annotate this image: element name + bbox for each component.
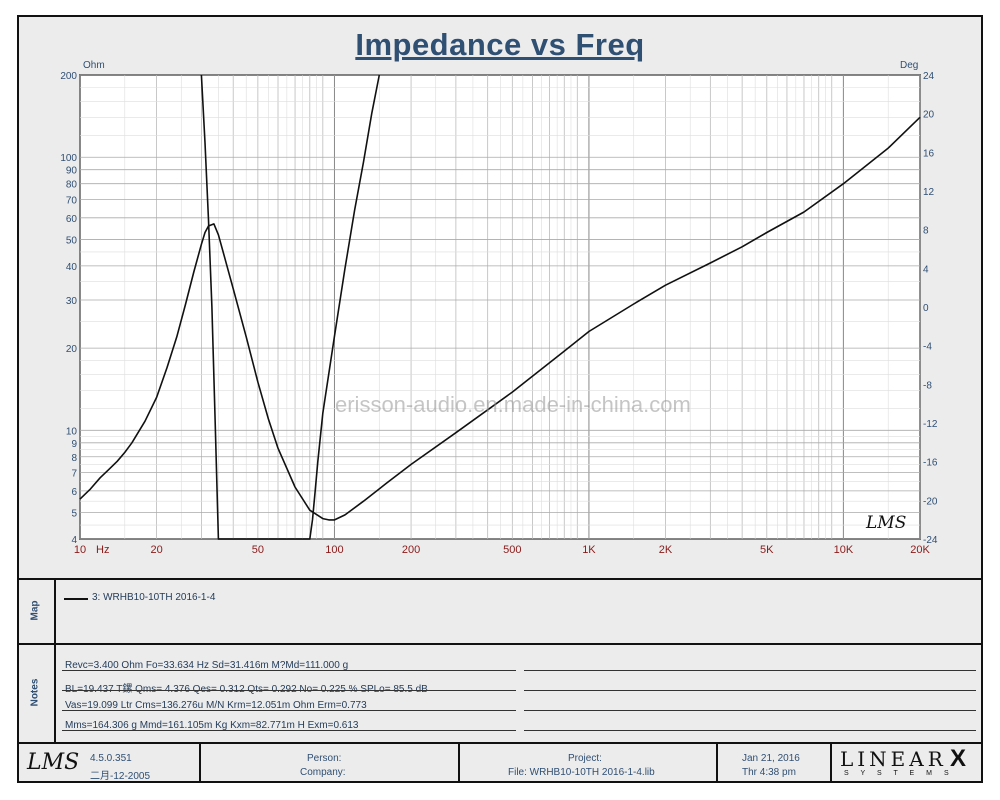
time-text: Thr 4:38 pm	[742, 767, 796, 778]
version-number: 4.5.0.351	[90, 753, 132, 764]
impedance-chart: 10 20 50 100 200 500 1K 2K 5K 10K 20KHz20010090807…	[60, 60, 938, 556]
y-right-tick-label: -8	[923, 380, 932, 391]
date-text: Jan 21, 2016	[742, 753, 800, 764]
y-left-tick-label: 30	[66, 296, 78, 307]
footer-project-cell: Project: File: WRHB10-10TH 2016-1-4.lib	[460, 744, 718, 783]
x-tick-label: 100	[325, 544, 343, 556]
tick-labels: 10 20 50 100 200 500 1K 2K 5K 10K 20KHz20010090807…	[60, 71, 938, 556]
notes-section-label-cell: Notes	[17, 645, 54, 742]
y-right-tick-label: -16	[923, 458, 938, 469]
y-right-tick-label: 0	[923, 303, 929, 314]
x-tick-label: 500	[503, 544, 521, 556]
section-divider	[54, 580, 56, 742]
person-label: Person:	[307, 753, 342, 764]
note-line-4: Mms=164.306 g Mmd=161.105m Kg Kxm=82.771…	[65, 720, 359, 731]
plot-area	[79, 74, 921, 540]
phase-curve	[200, 74, 381, 540]
curves	[79, 74, 921, 540]
y-left-tick-label: 60	[66, 214, 78, 225]
chart-title: Impedance vs Freq	[355, 27, 645, 62]
y-left-tick-label: 100	[60, 153, 77, 164]
y-right-tick-label: 20	[923, 110, 935, 121]
y-right-tick-label: 24	[923, 71, 935, 82]
note-rule	[62, 730, 516, 731]
x-tick-label: 20	[150, 544, 162, 556]
y-left-tick-label: 200	[60, 71, 77, 82]
note-rule	[524, 670, 976, 671]
y-axis-left-label: Ohm	[83, 60, 105, 71]
y-left-tick-label: 4	[71, 535, 77, 546]
note-line-2: BL=19.437 T鏍 Qms= 4.376 Qes= 0.312 Qts= …	[65, 680, 428, 695]
legend-entry: 3: WRHB10-10TH 2016-1-4	[92, 592, 216, 603]
file-label: File: WRHB10-10TH 2016-1-4.lib	[508, 767, 655, 778]
y-left-tick-label: 8	[71, 453, 77, 464]
company-label: Company:	[300, 767, 346, 778]
note-rule	[524, 710, 976, 711]
x-tick-label: 200	[402, 544, 420, 556]
linearx-systems: S Y S T E M S	[844, 770, 954, 777]
footer-date-cell: Jan 21, 2016 Thr 4:38 pm	[718, 744, 832, 783]
y-left-tick-label: 5	[71, 509, 77, 520]
x-tick-label: 20K	[910, 544, 930, 556]
y-right-tick-label: 16	[923, 148, 935, 159]
y-left-tick-label: 6	[71, 487, 77, 498]
note-rule	[62, 670, 516, 671]
separator-map-top	[17, 578, 983, 580]
y-left-tick-label: 20	[66, 344, 78, 355]
footer-brand-cell: LINEAR X S Y S T E M S	[832, 744, 983, 783]
footer-person-cell: Person: Company:	[201, 744, 460, 783]
y-right-tick-label: 4	[923, 264, 929, 275]
note-line-1: Revc=3.400 Ohm Fo=33.634 Hz Sd=31.416m M…	[65, 660, 349, 671]
grid	[79, 74, 921, 540]
map-section-label-cell: Map	[17, 580, 54, 643]
note-rule	[524, 730, 976, 731]
y-axis-right-label: Deg	[900, 60, 918, 71]
note-rule	[62, 710, 516, 711]
x-tick-label: 50	[252, 544, 264, 556]
y-left-tick-label: 70	[66, 196, 78, 207]
y-right-tick-label: -12	[923, 419, 938, 430]
y-left-tick-label: 9	[71, 439, 77, 450]
y-left-tick-label: 10	[66, 426, 78, 437]
separator-notes-top	[17, 643, 983, 645]
footer: LMS 4.5.0.351 二月-12-2005 Person: Company…	[17, 744, 983, 783]
y-right-tick-label: -20	[923, 496, 938, 507]
y-left-tick-label: 50	[66, 235, 78, 246]
y-left-tick-label: 40	[66, 262, 78, 273]
x-tick-label: 1K	[582, 544, 596, 556]
version-date: 二月-12-2005	[90, 771, 151, 782]
notes-section-label: Notes	[29, 678, 41, 707]
y-left-tick-label: 80	[66, 180, 78, 191]
y-right-tick-label: 12	[923, 187, 935, 198]
note-rule	[62, 690, 516, 691]
project-label: Project:	[568, 753, 602, 764]
x-tick-label: 10	[74, 544, 86, 556]
linearx-brand: LINEAR	[840, 747, 947, 771]
y-right-tick-label: 8	[923, 226, 929, 237]
lms-chart-logo: LMS	[865, 513, 906, 533]
x-axis-unit-label: Hz	[96, 544, 109, 556]
lms-footer-logo: LMS	[27, 750, 80, 775]
note-rule	[524, 690, 976, 691]
y-right-tick-label: -24	[923, 535, 938, 546]
x-tick-label: 5K	[760, 544, 774, 556]
separator-footer-top	[17, 742, 983, 744]
y-right-tick-label: -4	[923, 342, 932, 353]
y-left-tick-label: 7	[71, 469, 77, 480]
y-left-tick-label: 90	[66, 166, 78, 177]
footer-version-cell: LMS 4.5.0.351 二月-12-2005	[17, 744, 201, 783]
map-section-label: Map	[29, 600, 41, 621]
impedance-curve	[79, 116, 921, 521]
x-tick-label: 2K	[659, 544, 673, 556]
linearx-x-mark: X	[950, 745, 967, 772]
watermark: erisson-audio.en.made-in-china.com	[335, 392, 691, 417]
legend-line-swatch	[64, 598, 88, 600]
note-line-3: Vas=19.099 Ltr Cms=136.276u M/N Krm=12.0…	[65, 700, 367, 711]
x-tick-label: 10K	[834, 544, 854, 556]
